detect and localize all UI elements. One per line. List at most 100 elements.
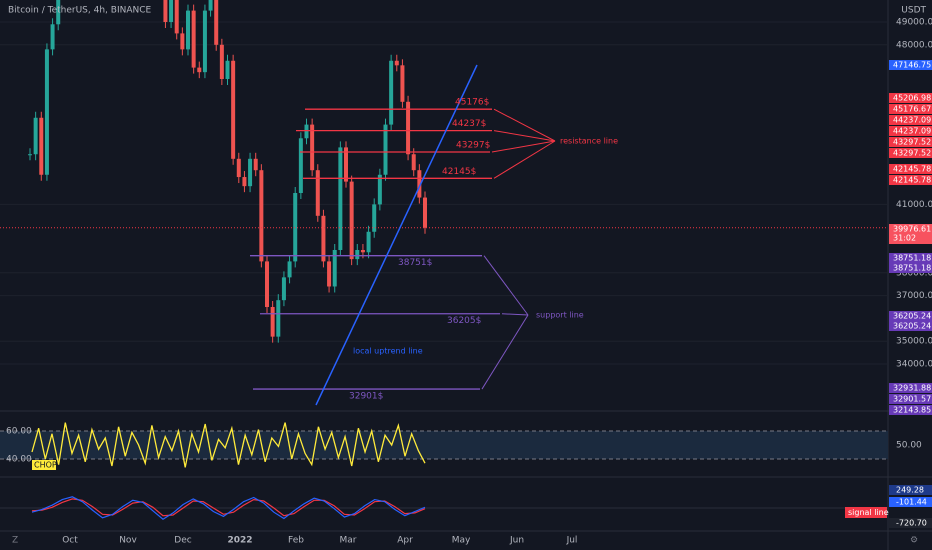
- candle: [372, 204, 377, 232]
- candle: [338, 147, 343, 250]
- candle: [248, 158, 253, 187]
- candle: [56, 0, 61, 25]
- candle: [270, 307, 275, 337]
- price-badge-label: 44237.09: [893, 116, 931, 125]
- candle: [236, 158, 241, 178]
- chop-level-label: 60.00: [6, 427, 32, 437]
- price-badge: [889, 253, 932, 263]
- price-badge-label: 43297.52: [893, 138, 931, 147]
- arrow: [493, 108, 556, 142]
- value-badge-label: -101.44: [896, 498, 927, 507]
- candle: [406, 101, 411, 155]
- price-badge-label: 38751.18: [893, 264, 931, 273]
- value-badge-label: 249.28: [896, 486, 924, 495]
- price-tick-label: 38000.00: [896, 268, 932, 278]
- chop-mid-label: 50.00: [896, 441, 922, 451]
- candle: [202, 10, 207, 73]
- level-label: 32901$: [349, 392, 383, 402]
- price-badge: [889, 93, 932, 103]
- candle: [293, 193, 298, 262]
- price-badge: [889, 104, 932, 114]
- time-tick-label: May: [452, 536, 471, 546]
- arrow: [501, 313, 529, 316]
- arrow: [483, 255, 529, 316]
- candle: [276, 300, 281, 337]
- candle: [214, 0, 219, 45]
- value-badge-label: -720.70: [896, 519, 927, 528]
- candle: [298, 138, 303, 193]
- candle: [259, 170, 264, 262]
- candle: [400, 65, 405, 102]
- trend-line: [315, 64, 478, 406]
- price-badge: [889, 263, 932, 273]
- settings-icon[interactable]: ⚙: [910, 536, 918, 546]
- level-label: 36205$: [447, 316, 481, 326]
- candle: [389, 60, 394, 125]
- candle: [383, 124, 388, 175]
- price-badge: [889, 148, 932, 158]
- arrow: [493, 140, 556, 179]
- price-badge: [889, 224, 932, 244]
- annotation: resistance line: [560, 137, 618, 146]
- price-badge-label: 32143.85: [893, 406, 931, 415]
- candle: [321, 215, 326, 262]
- chop-tag: [32, 460, 56, 470]
- candle: [349, 181, 354, 260]
- price-tick-label: 35000.00: [896, 337, 932, 347]
- signal-tag: [845, 507, 887, 518]
- time-tick-label: Oct: [62, 536, 78, 546]
- price-badge: [889, 383, 932, 393]
- candle: [355, 250, 360, 260]
- price-badge-sub: 31:02: [893, 234, 916, 243]
- price-badge-label: 42145.78: [893, 165, 931, 174]
- symbol-title: Bitcoin / TetherUS, 4h, BINANCE: [8, 6, 152, 16]
- value-badge: [889, 497, 932, 507]
- price-badge: [889, 60, 932, 70]
- candle: [377, 174, 382, 205]
- value-badge: [889, 518, 932, 528]
- time-tick-label: 2022: [227, 536, 252, 546]
- time-tick-label: Feb: [288, 536, 304, 546]
- price-badge: [889, 115, 932, 125]
- price-badge: [889, 164, 932, 174]
- time-tick-label: Jul: [566, 536, 578, 546]
- candle: [315, 170, 320, 216]
- price-badge-label: 32931.88: [893, 384, 931, 393]
- price-badge: [889, 394, 932, 404]
- chop-line: [31, 422, 426, 468]
- price-badge-label: 36205.24: [893, 312, 931, 321]
- time-tick-label: Dec: [174, 536, 191, 546]
- level-label: 43297$: [456, 141, 490, 151]
- price-badge-label: 44237.09: [893, 127, 931, 136]
- candle: [411, 154, 416, 171]
- candle: [186, 10, 190, 50]
- candle: [281, 277, 286, 301]
- price-badge: [889, 175, 932, 185]
- candle: [287, 261, 292, 278]
- macd-line: [31, 496, 426, 520]
- timezone-icon: Z: [12, 536, 18, 546]
- candle: [366, 231, 371, 253]
- candle: [44, 49, 49, 175]
- time-tick-label: Nov: [119, 536, 137, 546]
- price-badge: [889, 126, 932, 136]
- candle: [304, 124, 309, 139]
- candle: [180, 33, 185, 50]
- candle: [225, 60, 230, 79]
- candle: [33, 117, 38, 155]
- price-badge: [889, 311, 932, 321]
- price-badge-label: 47146.75: [893, 61, 931, 70]
- candle: [265, 261, 269, 307]
- candle: [39, 117, 44, 175]
- candle: [310, 124, 315, 171]
- candle: [174, 0, 179, 34]
- candle: [231, 60, 236, 159]
- candle: [197, 67, 202, 73]
- price-badge-label: 42145.78: [893, 176, 931, 185]
- price-badge-label: 38751.18: [893, 254, 931, 263]
- time-tick-label: Jun: [509, 536, 524, 546]
- time-tick-label: Mar: [340, 536, 357, 546]
- candle: [50, 24, 55, 50]
